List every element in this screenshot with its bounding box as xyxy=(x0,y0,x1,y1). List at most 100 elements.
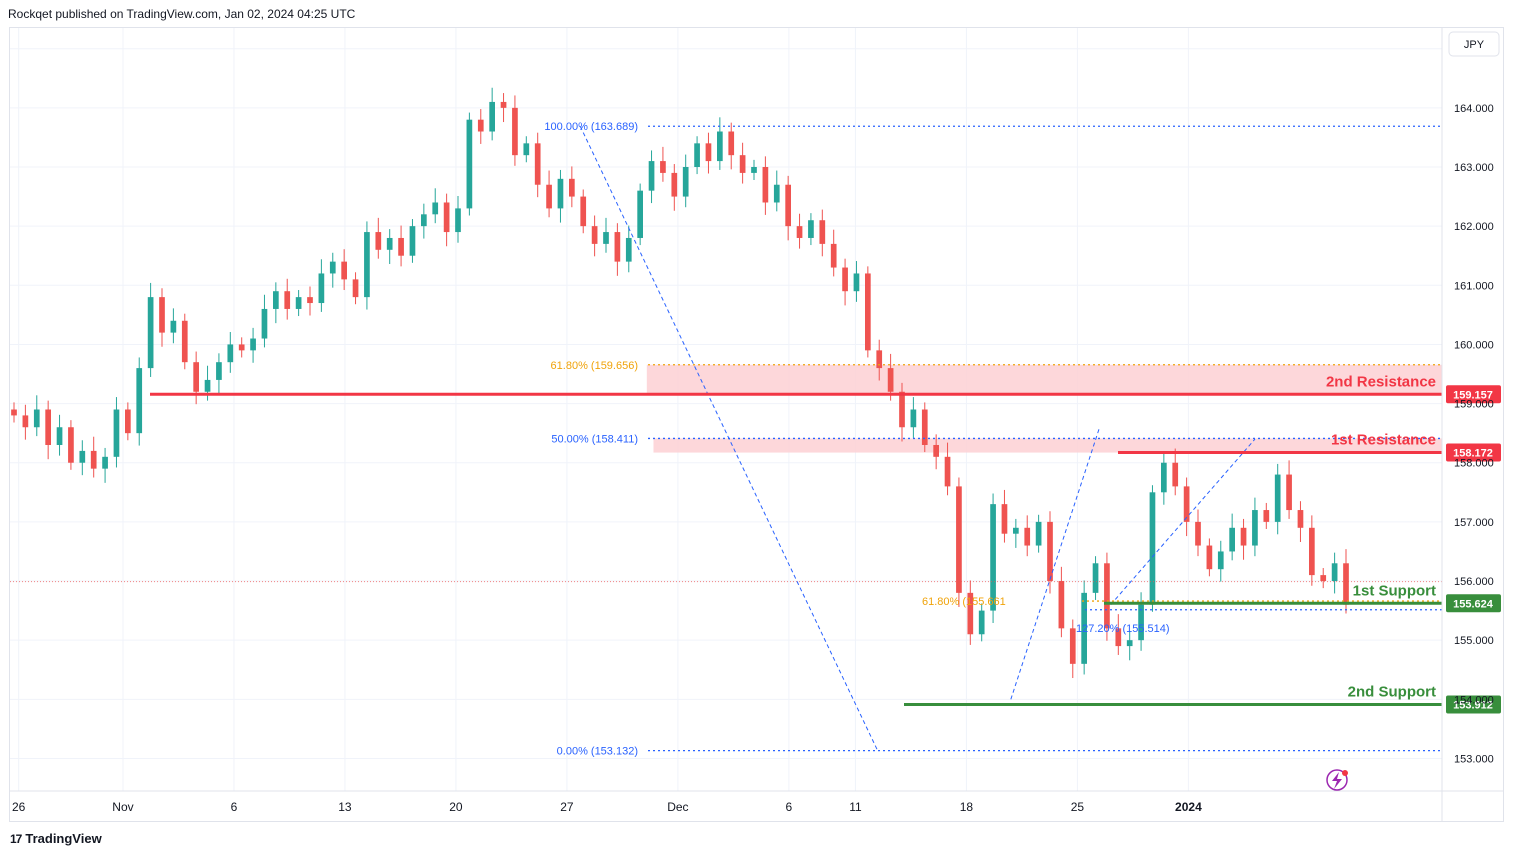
candle-body[interactable] xyxy=(364,232,370,298)
candle-body[interactable] xyxy=(978,610,985,635)
candle-body[interactable] xyxy=(1069,628,1076,664)
candle-body[interactable] xyxy=(899,391,905,428)
candle-body[interactable] xyxy=(591,226,598,244)
candle-body[interactable] xyxy=(386,237,393,250)
candle-body[interactable] xyxy=(1024,527,1031,546)
candle-body[interactable] xyxy=(170,320,177,333)
candle-body[interactable] xyxy=(1161,462,1167,493)
candle-body[interactable] xyxy=(933,444,939,457)
candle-body[interactable] xyxy=(45,409,51,445)
currency-button[interactable] xyxy=(1448,31,1500,57)
candle-body[interactable] xyxy=(1138,604,1144,641)
candle-body[interactable] xyxy=(33,409,40,428)
candle-body[interactable] xyxy=(1343,563,1349,605)
candle-body[interactable] xyxy=(1240,527,1247,546)
candle-body[interactable] xyxy=(762,166,769,203)
candle-body[interactable] xyxy=(204,379,211,392)
candle-body[interactable] xyxy=(671,172,678,197)
candle-body[interactable] xyxy=(1001,504,1008,534)
candle-body[interactable] xyxy=(216,362,222,380)
candle-body[interactable] xyxy=(238,344,245,351)
candle-body[interactable] xyxy=(1104,563,1110,629)
lightning-icon[interactable] xyxy=(1326,769,1348,791)
candle-body[interactable] xyxy=(523,143,530,156)
candle-body[interactable] xyxy=(682,166,689,197)
candle-body[interactable] xyxy=(557,178,564,209)
candle-body[interactable] xyxy=(1195,521,1201,546)
candle-body[interactable] xyxy=(808,220,814,238)
candle-body[interactable] xyxy=(56,427,63,445)
candle-body[interactable] xyxy=(79,450,86,463)
candle-body[interactable] xyxy=(1115,628,1122,647)
candle-body[interactable] xyxy=(625,237,632,262)
candle-body[interactable] xyxy=(773,184,780,203)
candle-body[interactable] xyxy=(546,184,552,209)
candle-body[interactable] xyxy=(876,350,883,369)
candle-body[interactable] xyxy=(921,409,928,445)
candle-body[interactable] xyxy=(580,196,587,227)
candle-body[interactable] xyxy=(90,450,97,469)
price-chart[interactable]: 100.00% (163.689) 61.80% (159.656) 50.00% … xyxy=(10,28,1503,821)
candle-body[interactable] xyxy=(181,320,188,363)
candle-body[interactable] xyxy=(1092,563,1099,593)
candle-body[interactable] xyxy=(227,344,234,363)
candle-body[interactable] xyxy=(569,178,575,197)
candle-body[interactable] xyxy=(68,427,74,463)
candle-body[interactable] xyxy=(421,214,427,227)
candle-body[interactable] xyxy=(967,592,974,635)
candle-body[interactable] xyxy=(398,237,404,256)
candle-body[interactable] xyxy=(842,267,848,292)
candle-body[interactable] xyxy=(125,409,131,434)
candle-body[interactable] xyxy=(1183,486,1190,522)
candle-body[interactable] xyxy=(136,368,143,434)
candle-body[interactable] xyxy=(1013,527,1019,534)
candle-body[interactable] xyxy=(830,243,837,268)
candle-body[interactable] xyxy=(1297,510,1304,528)
candle-body[interactable] xyxy=(375,232,382,250)
candle-body[interactable] xyxy=(944,456,951,487)
candle-body[interactable] xyxy=(717,131,723,162)
candle-body[interactable] xyxy=(113,409,120,457)
candle-body[interactable] xyxy=(159,297,165,333)
candle-body[interactable] xyxy=(990,504,996,611)
candle-body[interactable] xyxy=(329,261,336,274)
candle-body[interactable] xyxy=(603,232,609,244)
candle-body[interactable] xyxy=(489,101,495,132)
candle-body[interactable] xyxy=(432,202,439,215)
candle-body[interactable] xyxy=(500,101,507,108)
candle-body[interactable] xyxy=(1217,551,1224,570)
candle-body[interactable] xyxy=(1126,640,1133,647)
candle-body[interactable] xyxy=(739,155,746,173)
candle-body[interactable] xyxy=(477,119,484,132)
candle-body[interactable] xyxy=(307,297,313,304)
candle-body[interactable] xyxy=(409,226,416,256)
candle-body[interactable] xyxy=(637,190,643,238)
candle-body[interactable] xyxy=(273,291,279,309)
candle-body[interactable] xyxy=(1286,474,1292,511)
candle-body[interactable] xyxy=(1058,581,1065,629)
candle-body[interactable] xyxy=(660,161,666,173)
tradingview-footer[interactable]: 17 TradingView xyxy=(10,831,102,846)
candle-body[interactable] xyxy=(147,297,154,369)
candle-body[interactable] xyxy=(614,232,621,262)
candle-body[interactable] xyxy=(1047,521,1053,582)
candle-body[interactable] xyxy=(1309,527,1315,576)
candle-body[interactable] xyxy=(22,415,29,428)
candle-body[interactable] xyxy=(853,273,860,292)
candle-body[interactable] xyxy=(455,208,461,233)
candle-body[interactable] xyxy=(694,143,700,167)
candle-body[interactable] xyxy=(956,486,962,593)
candle-body[interactable] xyxy=(193,362,199,392)
candle-body[interactable] xyxy=(295,297,302,309)
candle-body[interactable] xyxy=(1149,492,1156,605)
candle-body[interactable] xyxy=(318,273,325,304)
candle-body[interactable] xyxy=(1263,510,1270,522)
candle-body[interactable] xyxy=(352,279,359,298)
candle-body[interactable] xyxy=(1081,592,1087,664)
candle-body[interactable] xyxy=(443,202,450,233)
candle-body[interactable] xyxy=(705,143,712,162)
candle-body[interactable] xyxy=(1274,474,1281,522)
candle-body[interactable] xyxy=(512,107,518,156)
candle-body[interactable] xyxy=(534,143,541,185)
candle-body[interactable] xyxy=(751,166,757,173)
